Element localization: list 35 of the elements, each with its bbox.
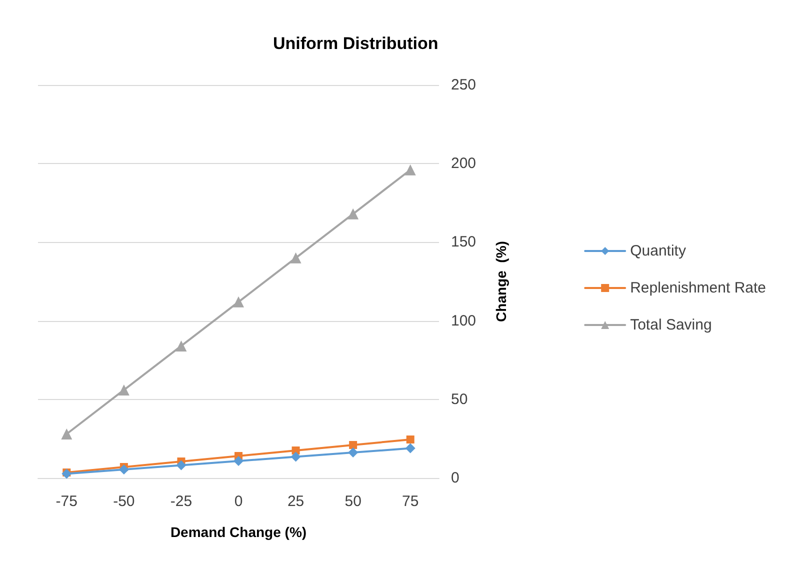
- point: [349, 440, 358, 449]
- point: [234, 456, 244, 466]
- x-tick-label: 50: [344, 493, 362, 510]
- legend-label: Total Saving: [630, 316, 712, 334]
- point: [405, 443, 416, 454]
- x-tick-label: -25: [170, 493, 192, 510]
- x-tick-label: -75: [56, 493, 78, 510]
- point: [233, 296, 244, 308]
- x-tick-label: 0: [234, 493, 243, 510]
- chart-title: Uniform Distribution: [273, 34, 438, 53]
- y-tick-label: 50: [451, 390, 468, 408]
- point: [176, 340, 187, 352]
- point: [118, 384, 130, 396]
- point: [348, 448, 358, 458]
- y-tick-label: 150: [451, 234, 476, 251]
- x-tick-label: 75: [402, 493, 419, 510]
- x-axis-title: Demand Change (%): [170, 524, 307, 540]
- y-tick-label: 250: [451, 76, 476, 94]
- point: [290, 452, 301, 462]
- point: [118, 464, 129, 475]
- point: [348, 208, 359, 220]
- legend-label: Replenishment Rate: [630, 280, 766, 296]
- point: [176, 460, 186, 470]
- point: [62, 468, 72, 479]
- point: [61, 428, 72, 440]
- y-tick-label: 100: [451, 312, 476, 330]
- point: [404, 164, 416, 176]
- x-tick-label: -50: [113, 493, 135, 510]
- x-tick-label: 25: [287, 493, 304, 510]
- point: [290, 252, 302, 264]
- y-tick-label: 0: [451, 470, 460, 486]
- y-axis-title: Change (%): [493, 241, 509, 322]
- legend-label: Quantity: [630, 242, 686, 260]
- y-tick-label: 200: [451, 155, 476, 172]
- point: [406, 435, 414, 444]
